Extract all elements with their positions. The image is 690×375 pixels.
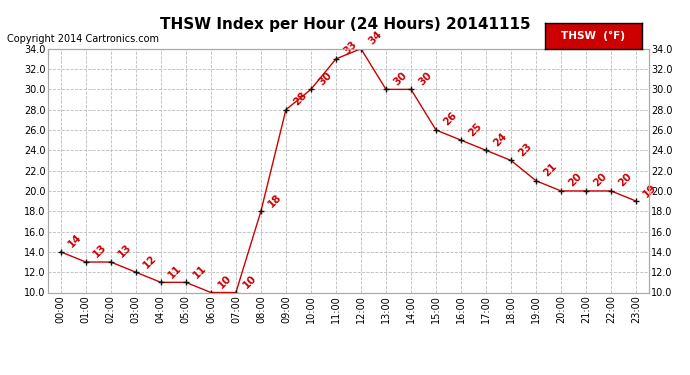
- Text: 11: 11: [166, 263, 184, 280]
- Text: 26: 26: [442, 111, 459, 128]
- Text: 10: 10: [217, 273, 234, 290]
- Text: 11: 11: [191, 263, 209, 280]
- Text: 19: 19: [642, 182, 659, 199]
- Text: 24: 24: [491, 131, 509, 148]
- Text: 10: 10: [241, 273, 259, 290]
- Text: 28: 28: [291, 90, 309, 108]
- Text: 34: 34: [366, 29, 384, 46]
- Text: 20: 20: [566, 171, 584, 189]
- Text: 30: 30: [391, 70, 409, 87]
- Text: Copyright 2014 Cartronics.com: Copyright 2014 Cartronics.com: [7, 34, 159, 44]
- Text: 18: 18: [266, 192, 284, 209]
- Text: 12: 12: [141, 253, 159, 270]
- Text: 30: 30: [317, 70, 334, 87]
- Text: 13: 13: [91, 243, 109, 260]
- Text: THSW  (°F): THSW (°F): [562, 31, 625, 40]
- Text: 23: 23: [517, 141, 534, 158]
- Text: 33: 33: [342, 39, 359, 57]
- Text: 25: 25: [466, 121, 484, 138]
- Text: THSW Index per Hour (24 Hours) 20141115: THSW Index per Hour (24 Hours) 20141115: [159, 17, 531, 32]
- Text: 30: 30: [417, 70, 434, 87]
- Text: 21: 21: [542, 161, 559, 178]
- Text: 13: 13: [117, 243, 134, 260]
- Text: 14: 14: [66, 232, 83, 250]
- Text: 20: 20: [617, 171, 634, 189]
- Text: 20: 20: [591, 171, 609, 189]
